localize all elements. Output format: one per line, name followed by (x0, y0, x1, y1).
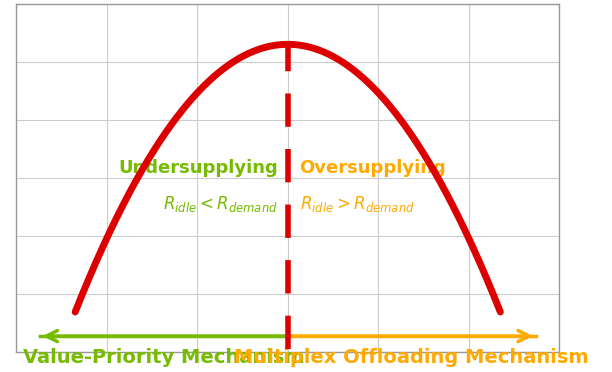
Text: $R_{idle} < R_{demand}$: $R_{idle} < R_{demand}$ (163, 194, 278, 214)
Text: Value-Priority Mechanism: Value-Priority Mechanism (23, 348, 305, 367)
Text: Multiplex Offloading Mechanism: Multiplex Offloading Mechanism (234, 348, 589, 367)
Text: Undersupplying: Undersupplying (119, 160, 278, 177)
Text: $R_{idle} > R_{demand}$: $R_{idle} > R_{demand}$ (299, 194, 414, 214)
Text: Oversupplying: Oversupplying (299, 160, 446, 177)
